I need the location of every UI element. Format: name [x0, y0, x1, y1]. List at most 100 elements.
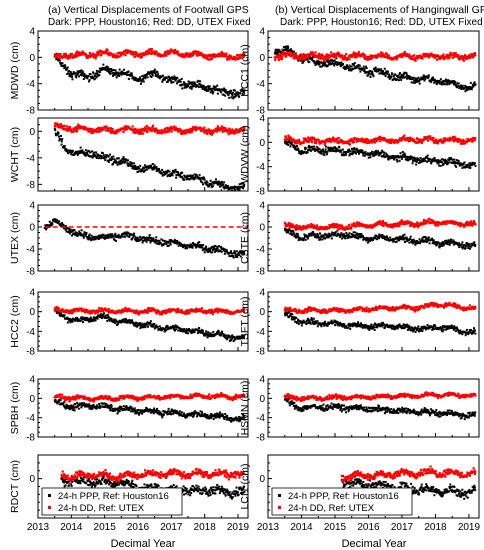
dd-point [201, 394, 205, 397]
ppp-point [206, 181, 209, 184]
ppp-point [105, 316, 108, 319]
ppp-point [175, 485, 178, 488]
dd-point [90, 476, 93, 479]
dd-point [101, 395, 104, 398]
ppp-point [83, 73, 86, 76]
dd-point [229, 132, 232, 135]
dd-point [146, 310, 149, 313]
ppp-point [95, 69, 98, 72]
dd-point [159, 476, 162, 479]
dd-point [210, 133, 214, 136]
ppp-point [94, 238, 97, 241]
ppp-point [56, 402, 59, 405]
dd-point [169, 468, 172, 471]
ppp-point [193, 177, 196, 180]
ppp-point [181, 177, 184, 180]
ppp-point [204, 246, 207, 249]
ppp-point [134, 325, 137, 328]
dd-point [155, 396, 159, 400]
ppp-point [153, 322, 156, 325]
dd-point [168, 394, 171, 397]
dd-point [127, 470, 130, 473]
ppp-point [74, 319, 77, 322]
ppp-point [103, 67, 106, 70]
ppp-point [117, 233, 120, 236]
ppp-point [178, 174, 181, 177]
ppp-point [139, 327, 142, 330]
dd-point [182, 132, 186, 135]
ppp-point [59, 138, 62, 141]
dd-point [99, 50, 103, 53]
ppp-point [73, 229, 76, 232]
ppp-point [106, 237, 109, 240]
y-tick-label: -8 [26, 106, 35, 117]
ppp-point [178, 80, 181, 83]
dd-point [220, 310, 223, 313]
ppp-point [89, 406, 92, 409]
ppp-point [69, 75, 72, 78]
ppp-point [88, 79, 91, 82]
dd-point [117, 55, 120, 58]
ppp-point [135, 410, 138, 413]
dd-point [158, 53, 161, 56]
ppp-point [234, 338, 237, 341]
ppp-point [127, 482, 130, 485]
dd-point [166, 52, 169, 55]
dd-point [121, 311, 124, 314]
ppp-point [211, 245, 214, 248]
ppp-point [219, 181, 222, 184]
right-title-line2: Dark: PPP, Houston16; Red: DD, UTEX Fixe… [280, 17, 483, 28]
ppp-point [199, 178, 202, 181]
ppp-point [144, 77, 147, 80]
dd-point [161, 311, 164, 315]
ppp-point [128, 483, 131, 486]
ppp-point [53, 220, 56, 223]
dd-point [134, 476, 137, 479]
ppp-point [174, 78, 177, 81]
ppp-point [108, 153, 111, 156]
dd-point [198, 51, 201, 54]
ppp-point [95, 151, 98, 154]
dd-point [143, 397, 146, 401]
ppp-point [89, 405, 92, 408]
ppp-point [79, 146, 82, 149]
ppp-point [99, 154, 102, 157]
dd-point [195, 50, 198, 54]
ppp-point [64, 149, 67, 152]
ppp-point [79, 152, 82, 155]
ppp-point [238, 188, 241, 191]
ppp-point [219, 249, 222, 252]
ppp-point [202, 84, 205, 87]
dd-point [140, 55, 143, 59]
dd-point [97, 309, 100, 312]
ppp-point [106, 159, 109, 162]
ppp-point [182, 330, 185, 333]
ppp-point [166, 413, 169, 416]
ppp-point [232, 340, 235, 343]
dd-point [225, 311, 228, 314]
ppp-point [71, 229, 74, 232]
dd-point [167, 396, 170, 399]
ppp-point [193, 329, 196, 332]
right-title-line1: (b) Vertical Displacements of Hangingwal… [275, 4, 484, 16]
ppp-point [146, 321, 149, 324]
dd-point [174, 395, 177, 398]
ppp-point [172, 325, 175, 328]
y-tick-label: -4 [26, 153, 35, 164]
ppp-point [169, 76, 172, 79]
dd-point [189, 474, 192, 477]
ppp-point [130, 485, 133, 488]
ppp-point [66, 227, 69, 230]
ppp-point [153, 483, 156, 486]
dd-point [98, 471, 101, 474]
ppp-point [230, 497, 233, 500]
ppp-point [118, 407, 121, 410]
ppp-point [217, 487, 220, 490]
ppp-point [235, 93, 238, 96]
ppp-point [191, 485, 194, 488]
ppp-point [226, 185, 229, 188]
ppp-point [241, 250, 244, 253]
ppp-point [55, 218, 58, 221]
ppp-point [82, 78, 85, 81]
